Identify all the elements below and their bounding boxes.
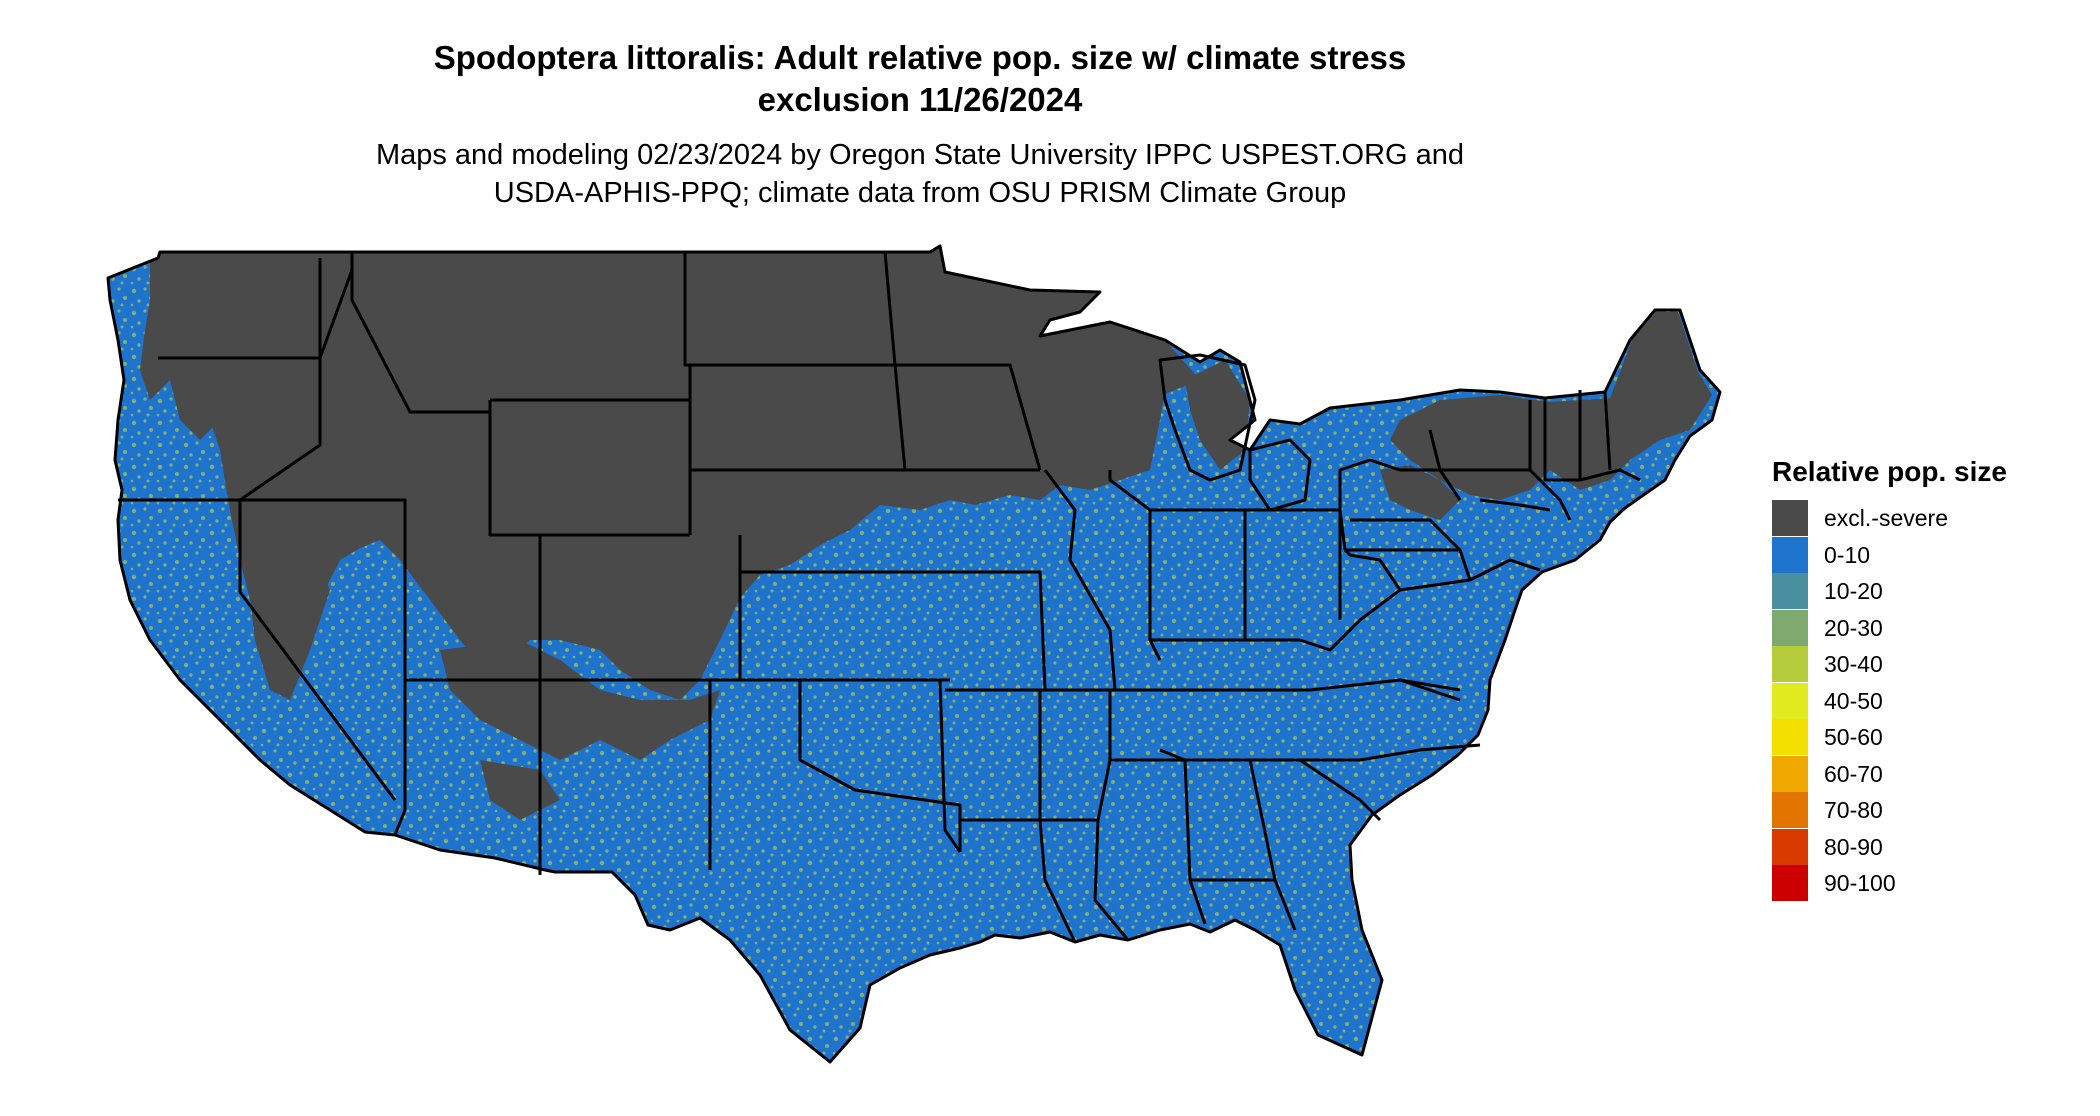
legend-swatch (1772, 573, 1808, 609)
legend-swatch (1772, 865, 1808, 901)
legend-swatch (1772, 792, 1808, 828)
legend-swatch (1772, 719, 1808, 755)
title-line-2: exclusion 11/26/2024 (757, 81, 1083, 118)
legend-title: Relative pop. size (1772, 456, 2007, 487)
legend-label: excl.-severe (1824, 505, 1948, 531)
legend-label: 0-10 (1824, 541, 1871, 568)
excluded-region-north (140, 246, 1170, 700)
excluded-region-west (245, 500, 330, 700)
legend-label: 40-50 (1824, 687, 1883, 714)
legend-label: 80-90 (1824, 833, 1883, 860)
legend-swatch (1772, 755, 1808, 792)
legend-swatch (1772, 828, 1808, 865)
legend-label: 30-40 (1824, 651, 1883, 677)
legend-label: 70-80 (1824, 797, 1883, 823)
subtitle-line-2: USDA-APHIS-PPQ; climate data from OSU PR… (493, 177, 1347, 209)
excluded-region-four-corners (440, 640, 720, 760)
legend-swatch (1772, 682, 1808, 719)
excluded-region-great-lakes (1020, 310, 1200, 470)
legend-swatch (1772, 609, 1808, 646)
legend-swatch (1772, 646, 1808, 682)
excluded-region-pnw (150, 262, 250, 440)
legend-label: 60-70 (1824, 760, 1883, 787)
subtitle-line-1: Maps and modeling 02/23/2024 by Oregon S… (375, 139, 1465, 171)
us-outline-border (106, 244, 1722, 1064)
legend-label: 10-20 (1824, 578, 1883, 604)
legend-label: 90-100 (1824, 870, 1896, 896)
legend-label: 50-60 (1824, 724, 1883, 750)
excluded-region-northeast (1390, 312, 1712, 500)
legend-swatch (1772, 536, 1808, 573)
legend-label: 20-30 (1824, 614, 1883, 641)
state-borders (106, 244, 1722, 1064)
excluded-region-appalachia (1380, 465, 1460, 520)
title-line-1: Spodoptera littoralis: Adult relative po… (433, 39, 1407, 76)
legend-swatch (1772, 500, 1808, 536)
